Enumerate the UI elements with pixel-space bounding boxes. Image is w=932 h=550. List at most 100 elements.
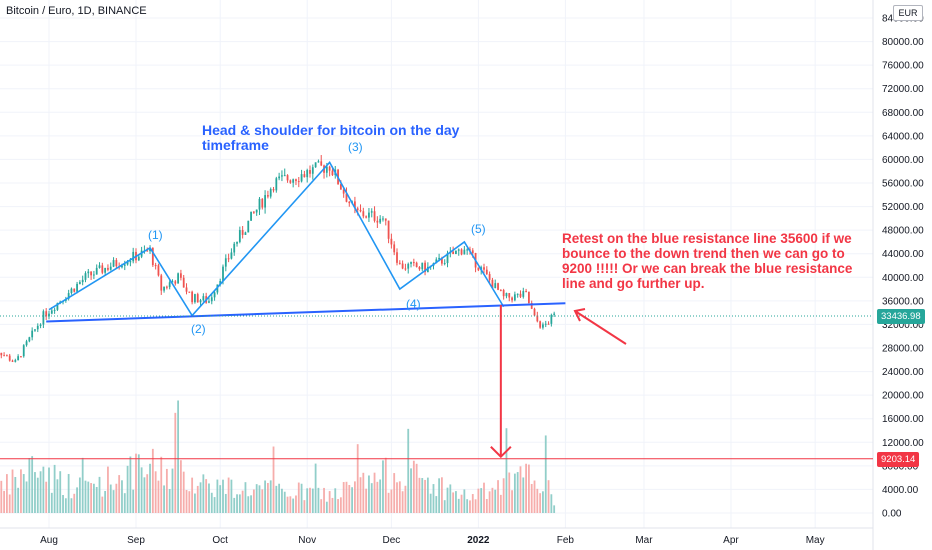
volume-bar xyxy=(401,491,404,513)
volume-bar xyxy=(67,473,70,513)
y-tick-label: 36000.00 xyxy=(882,296,924,307)
currency-selector[interactable]: EUR xyxy=(893,5,923,21)
candle-body xyxy=(115,260,118,267)
volume-bar xyxy=(379,479,382,513)
candle-body xyxy=(73,288,76,292)
candle-body xyxy=(208,301,210,303)
candle-body xyxy=(384,218,387,221)
candle-body xyxy=(348,201,351,204)
volume-bar xyxy=(20,469,22,513)
pattern-point-4-label: (4) xyxy=(406,297,421,311)
volume-bar xyxy=(382,460,384,513)
candle-body xyxy=(182,277,185,288)
candle-body xyxy=(342,189,345,194)
y-tick-label: 76000.00 xyxy=(882,61,924,72)
candle-body xyxy=(536,315,539,322)
volume-bar xyxy=(230,479,233,513)
volume-bar xyxy=(362,472,365,513)
volume-bar xyxy=(485,499,488,513)
volume-bar xyxy=(494,489,497,513)
volume-bar xyxy=(460,494,463,513)
volume-bar xyxy=(28,457,31,513)
volume-bar xyxy=(446,487,449,513)
y-tick-label: 44000.00 xyxy=(882,249,924,260)
volume-bar xyxy=(323,487,325,513)
candle-body xyxy=(269,189,272,197)
candle-body xyxy=(160,275,163,291)
candle-body xyxy=(528,291,530,303)
candle-body xyxy=(196,294,199,303)
y-tick-label: 20000.00 xyxy=(882,391,924,402)
volume-bar xyxy=(194,493,196,513)
candle-body xyxy=(107,267,109,270)
candle-body xyxy=(3,355,5,357)
candle-body xyxy=(533,308,536,316)
volume-bar xyxy=(435,496,438,513)
volume-bar xyxy=(438,478,440,513)
volume-bar xyxy=(300,483,303,513)
volume-bar xyxy=(238,494,241,513)
volume-bar xyxy=(216,479,219,513)
volume-bar xyxy=(42,466,45,513)
candle-body xyxy=(230,252,233,259)
candle-body xyxy=(542,324,544,328)
volume-bar xyxy=(452,492,455,513)
candle-body xyxy=(398,262,401,264)
volume-bar xyxy=(135,453,137,513)
volume-bar xyxy=(165,468,168,513)
candle-body xyxy=(123,264,126,266)
candle-body xyxy=(87,271,90,274)
volume-bar xyxy=(539,493,542,513)
volume-bar xyxy=(50,492,53,513)
candle-body xyxy=(513,294,516,301)
volume-bar xyxy=(295,495,297,513)
volume-bar xyxy=(297,482,300,513)
volume-bar xyxy=(410,468,412,513)
volume-bar xyxy=(398,481,401,513)
volume-bar xyxy=(426,477,429,513)
candle-body xyxy=(227,258,230,260)
candle-body xyxy=(84,273,87,280)
volume-bar xyxy=(188,491,191,513)
volume-bar xyxy=(471,494,474,513)
y-tick-label: 64000.00 xyxy=(882,131,924,142)
volume-bar xyxy=(303,500,306,513)
volume-bar xyxy=(544,435,547,513)
volume-bar xyxy=(474,499,477,513)
volume-bar xyxy=(236,494,238,513)
volume-bar xyxy=(171,468,174,513)
volume-bar xyxy=(354,481,356,513)
volume-bar xyxy=(491,487,494,513)
volume-bar xyxy=(320,499,323,513)
volume-bar xyxy=(292,498,295,513)
trade-comment-annotation[interactable]: Retest on the blue resistance line 35600… xyxy=(562,231,853,291)
candle-body xyxy=(28,337,31,342)
volume-bar xyxy=(149,463,151,513)
volume-bar xyxy=(202,474,205,513)
candle-body xyxy=(438,257,440,260)
candle-body xyxy=(553,313,556,315)
candle-body xyxy=(297,181,300,183)
volume-bar xyxy=(3,490,5,513)
y-tick-label: 48000.00 xyxy=(882,226,924,237)
volume-bar xyxy=(275,485,278,513)
pattern-title-annotation[interactable]: Head & shoulder for bitcoin on the day t… xyxy=(202,122,460,153)
candle-body xyxy=(98,265,101,268)
candle-body xyxy=(519,293,522,297)
x-tick-label: Sep xyxy=(127,535,145,546)
candle-body xyxy=(56,302,59,310)
candle-body xyxy=(499,289,502,291)
candle-body xyxy=(258,198,261,210)
candle-body xyxy=(163,286,165,291)
volume-bar xyxy=(348,484,351,513)
volume-bar xyxy=(247,496,250,513)
candle-body xyxy=(126,261,129,265)
candle-body xyxy=(544,323,547,325)
candle-body xyxy=(174,281,177,284)
volume-bar xyxy=(337,499,339,513)
candle-body xyxy=(275,178,278,191)
volume-bar xyxy=(233,497,236,513)
y-tick-label: 16000.00 xyxy=(882,414,924,425)
volume-bar xyxy=(163,485,165,513)
